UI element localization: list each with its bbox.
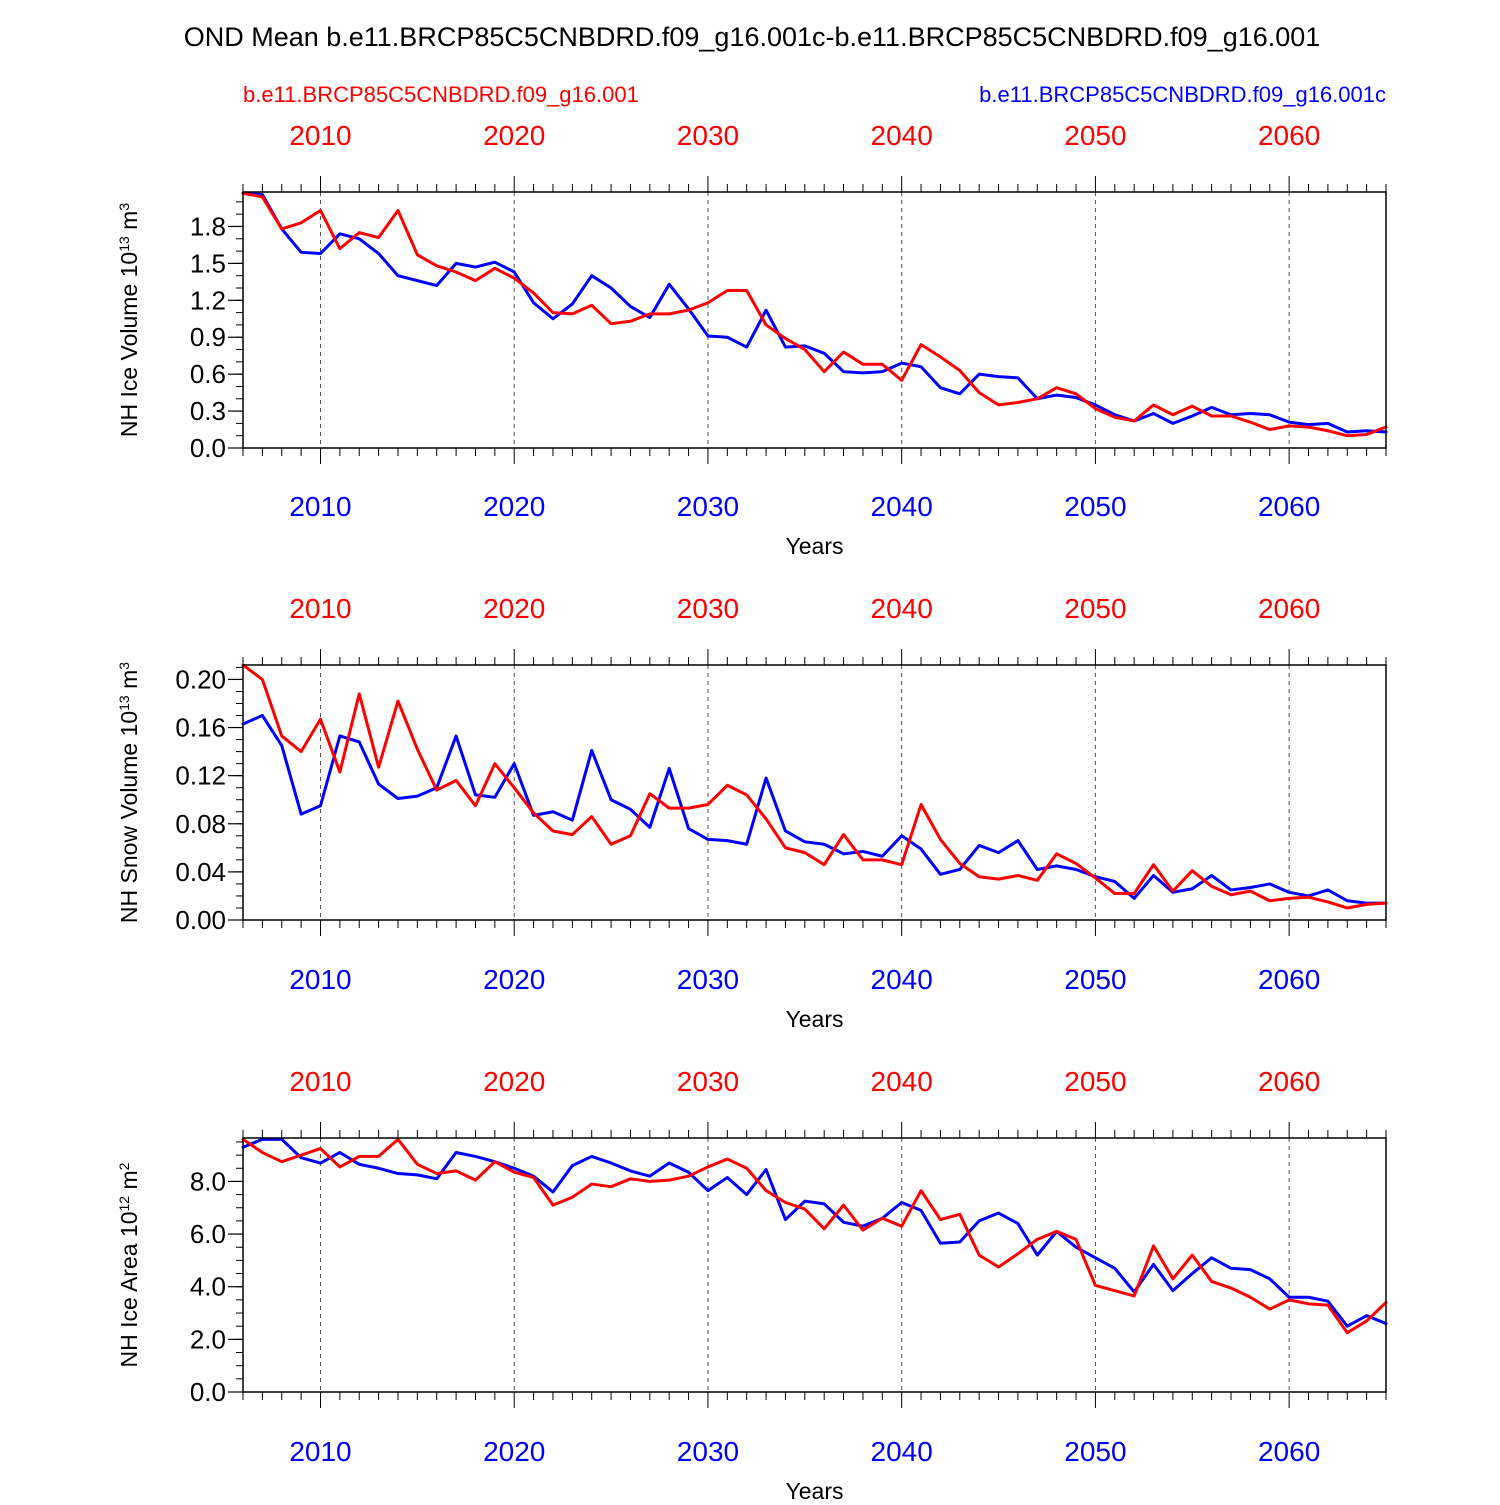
x-tick-label-top: 2060 (1258, 593, 1320, 624)
y-tick-label: 0.6 (190, 359, 226, 389)
y-tick-label: 0.0 (190, 1377, 226, 1407)
x-tick-label-bottom: 2030 (677, 491, 739, 522)
y-tick-label: 0.16 (175, 713, 226, 743)
x-tick-label-top: 2040 (871, 120, 933, 151)
x-tick-label-bottom: 2040 (871, 1436, 933, 1467)
x-tick-label-top: 2020 (483, 1066, 545, 1097)
y-tick-label: 0.20 (175, 664, 226, 694)
y-axis-label: NH Ice Area 1012 m2 (116, 1162, 142, 1367)
x-tick-label-bottom: 2020 (483, 964, 545, 995)
x-axis-label: Years (786, 1006, 844, 1032)
y-axis-label-superscript: 13 (116, 695, 132, 711)
plot-frame (242, 1137, 1387, 1393)
x-tick-label-top: 2010 (289, 593, 351, 624)
x-tick-label-top: 2030 (677, 1066, 739, 1097)
x-tick-label-bottom: 2050 (1064, 964, 1126, 995)
y-tick-label: 1.5 (190, 248, 226, 278)
y-axis-label-part: NH Ice Volume 10 (116, 252, 142, 437)
y-tick-label: 1.8 (190, 211, 226, 241)
y-tick-label: 0.3 (190, 396, 226, 426)
x-tick-label-top: 2020 (483, 120, 545, 151)
series-line-blue (241, 191, 1388, 434)
x-tick-label-bottom: 2020 (483, 1436, 545, 1467)
series-line-red (241, 1137, 1388, 1335)
x-tick-label-bottom: 2040 (871, 964, 933, 995)
plot-frame (242, 191, 1387, 449)
x-tick-label-top: 2060 (1258, 120, 1320, 151)
y-axis-label-part: m (116, 670, 142, 696)
x-tick-label-top: 2050 (1064, 593, 1126, 624)
y-tick-label: 0.00 (175, 905, 226, 935)
y-axis-label-superscript: 13 (116, 236, 132, 252)
y-tick-label: 2.0 (190, 1324, 226, 1354)
figure-title: OND Mean b.e11.BRCP85C5CNBDRD.f09_g16.00… (184, 22, 1321, 52)
x-tick-label-top: 2030 (677, 593, 739, 624)
y-tick-label: 8.0 (190, 1166, 226, 1196)
x-tick-label-top: 2010 (289, 1066, 351, 1097)
panel-2: 0.00 0.04 0.08 0.12 0.16 0.20 2010 2010 2020 2020… (116, 593, 1388, 1032)
x-tick-label-bottom: 2040 (871, 491, 933, 522)
y-tick-label: 0.9 (190, 322, 226, 352)
panel-1: 0.0 0.3 0.6 0.9 1.2 1.5 1.8 2010 2010 2020 2020 203… (116, 120, 1388, 559)
y-axis-label-part: m (116, 211, 142, 237)
x-axis-label: Years (786, 1478, 844, 1500)
y-axis-label-superscript: 3 (116, 662, 132, 670)
x-tick-label-bottom: 2060 (1258, 491, 1320, 522)
y-tick-label: 1.2 (190, 285, 226, 315)
x-tick-label-bottom: 2020 (483, 491, 545, 522)
x-tick-label-bottom: 2010 (289, 964, 351, 995)
x-tick-label-bottom: 2030 (677, 964, 739, 995)
y-axis-label: NH Snow Volume 1013 m3 (116, 662, 142, 923)
x-tick-label-top: 2040 (871, 1066, 933, 1097)
y-axis-label-superscript: 12 (116, 1196, 132, 1212)
x-tick-label-bottom: 2050 (1064, 491, 1126, 522)
x-tick-label-top: 2050 (1064, 120, 1126, 151)
y-axis-label-superscript: 3 (116, 203, 132, 211)
y-axis-label-part: NH Snow Volume 10 (116, 711, 142, 923)
x-axis-label: Years (786, 533, 844, 559)
panel-3: 0.0 2.0 4.0 6.0 8.0 2010 2010 2020 2020 2030 2030 2… (116, 1066, 1388, 1504)
y-tick-label: 0.0 (190, 433, 226, 463)
x-tick-label-top: 2010 (289, 120, 351, 151)
y-tick-label: 4.0 (190, 1272, 226, 1302)
y-axis-label-superscript: 2 (116, 1162, 132, 1170)
legend-red-series: b.e11.BRCP85C5CNBDRD.f09_g16.001 (243, 82, 639, 107)
y-axis-label: NH Ice Volume 1013 m3 (116, 203, 142, 438)
y-tick-label: 0.04 (175, 857, 226, 887)
series-line-red (241, 663, 1388, 910)
y-axis-label-part: NH Ice Area 10 (116, 1211, 142, 1367)
y-tick-label: 0.12 (175, 761, 226, 791)
series-line-red (241, 191, 1388, 438)
x-tick-label-bottom: 2050 (1064, 1436, 1126, 1467)
series-line-blue (241, 1137, 1388, 1328)
x-tick-label-bottom: 2010 (289, 491, 351, 522)
x-tick-label-bottom: 2030 (677, 1436, 739, 1467)
x-tick-label-top: 2030 (677, 120, 739, 151)
y-tick-label: 0.08 (175, 809, 226, 839)
x-tick-label-top: 2020 (483, 593, 545, 624)
x-tick-label-bottom: 2010 (289, 1436, 351, 1467)
x-tick-label-bottom: 2060 (1258, 964, 1320, 995)
legend-blue-series: b.e11.BRCP85C5CNBDRD.f09_g16.001c (979, 82, 1386, 107)
panels-group: 0.0 0.3 0.6 0.9 1.2 1.5 1.8 2010 2010 2020 2020 203… (116, 120, 1388, 1504)
x-tick-label-top: 2060 (1258, 1066, 1320, 1097)
x-tick-label-bottom: 2060 (1258, 1436, 1320, 1467)
plot-frame (242, 664, 1387, 921)
series-line-blue (241, 714, 1388, 905)
x-tick-label-top: 2050 (1064, 1066, 1126, 1097)
x-tick-label-top: 2040 (871, 593, 933, 624)
y-axis-label-part: m (116, 1170, 142, 1196)
y-tick-label: 6.0 (190, 1219, 226, 1249)
